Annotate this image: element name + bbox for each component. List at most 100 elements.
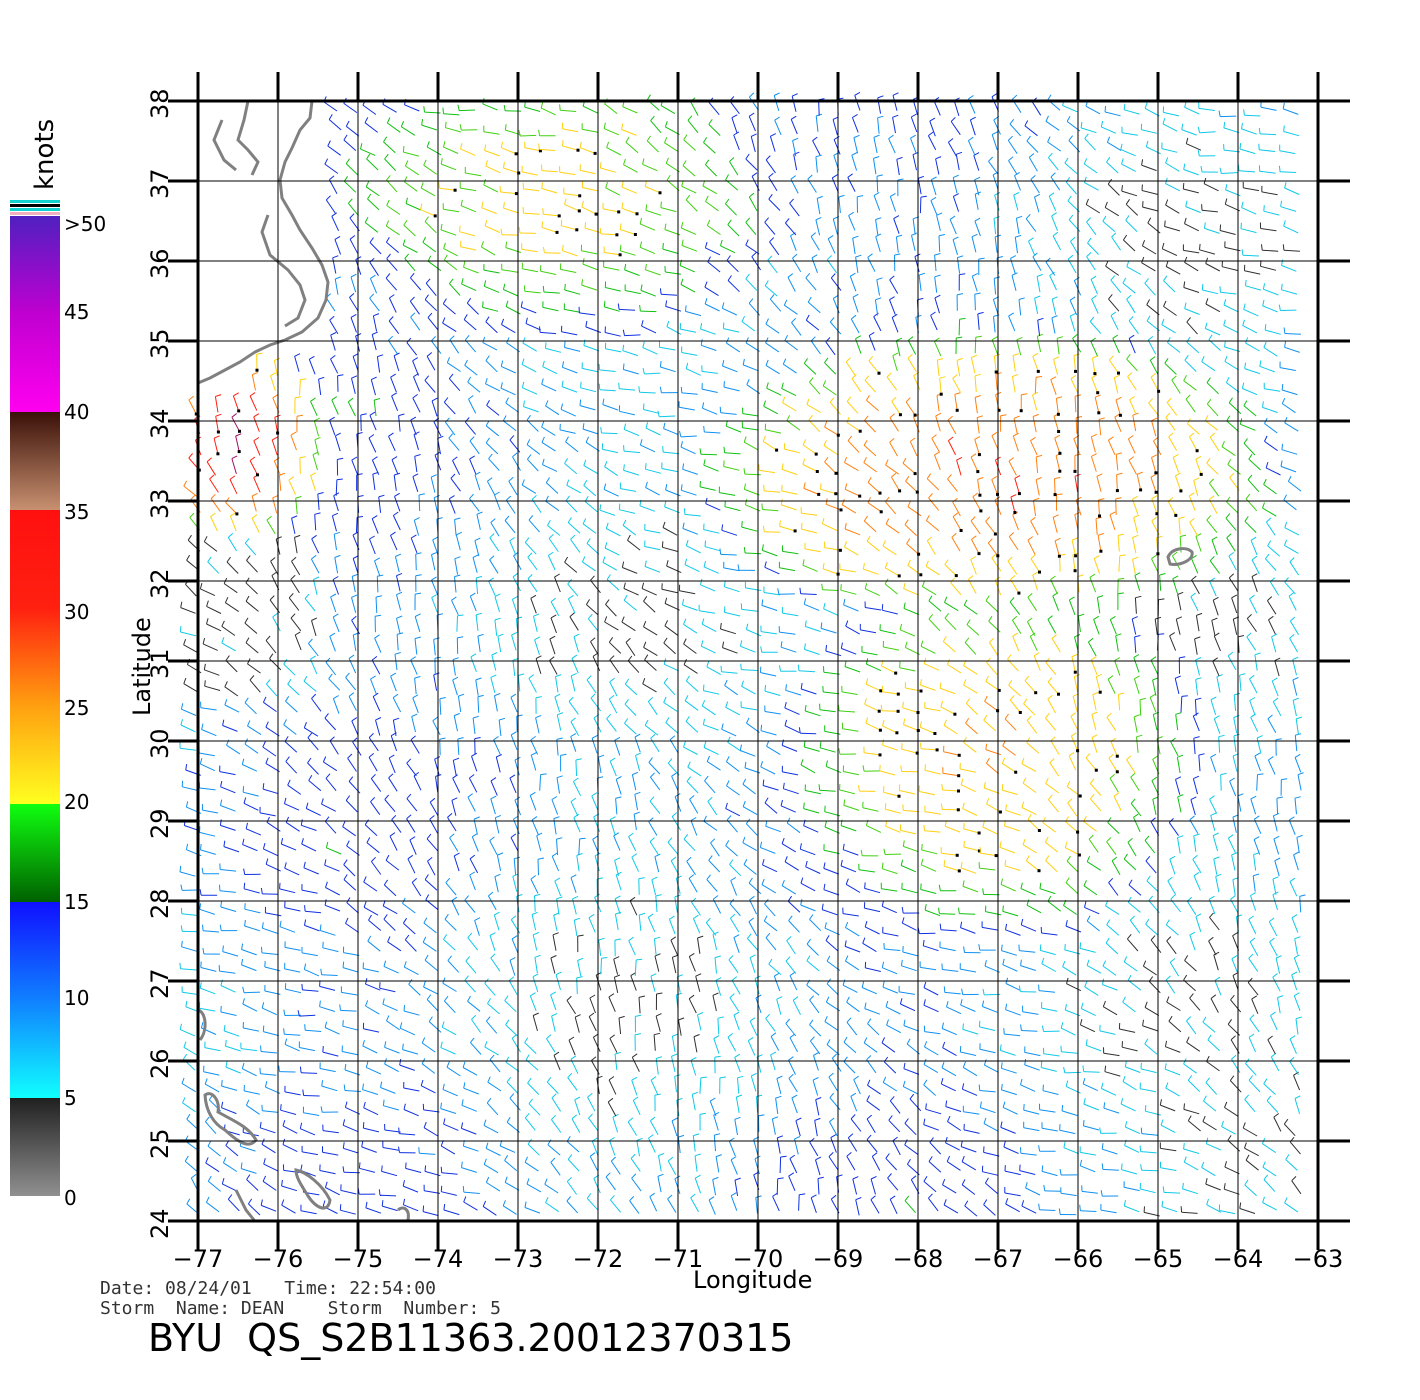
wind-barb — [570, 539, 581, 553]
wind-barb — [1141, 1169, 1158, 1172]
wind-barb — [1177, 796, 1182, 813]
wind-barb — [511, 1038, 521, 1053]
wind-barb — [447, 817, 457, 832]
wind-barb — [542, 366, 558, 375]
wind-barb — [1268, 921, 1278, 937]
wind-barb — [753, 1139, 759, 1156]
wind-barb — [410, 659, 418, 675]
wind-barb — [1243, 405, 1257, 417]
wind-barb-tick — [879, 764, 881, 771]
wind-barb — [567, 583, 579, 597]
wind-barb-tick — [882, 739, 884, 746]
wind-barb — [1122, 1001, 1136, 1013]
wind-barb-tick — [1144, 1038, 1149, 1045]
wind-barb-tick — [688, 994, 695, 1000]
wind-barb-tick — [310, 397, 316, 402]
wind-barb-tick — [798, 727, 801, 734]
wind-barb — [885, 464, 899, 475]
wind-barb — [384, 1046, 400, 1054]
wind-barb-tick — [505, 495, 512, 501]
wind-barb — [1264, 388, 1281, 392]
wind-barb — [1032, 416, 1037, 433]
wind-barb-tick — [548, 533, 554, 539]
wind-barb-tick — [867, 477, 872, 483]
wind-barb — [1050, 740, 1060, 755]
wind-barb-tick — [565, 495, 571, 501]
wind-barb-tick — [725, 756, 730, 762]
wind-barb — [449, 837, 459, 852]
wind-barb — [1012, 435, 1019, 452]
wind-barb — [647, 917, 656, 933]
wind-barb-tick — [1095, 394, 1101, 398]
rain-flag — [1077, 853, 1081, 857]
wind-barb — [788, 1175, 796, 1191]
wind-barb-tick — [452, 774, 458, 779]
wind-barb-tick — [1004, 713, 1010, 720]
wind-barb — [1249, 941, 1259, 957]
wind-barb — [1245, 1159, 1259, 1171]
wind-barb — [243, 888, 260, 894]
wind-barb-tick — [755, 1195, 762, 1198]
wind-barb-tick — [483, 1119, 487, 1126]
wind-barb — [798, 670, 815, 673]
wind-barb — [742, 842, 757, 852]
wind-barb-tick — [1184, 355, 1189, 361]
wind-barb-tick — [1250, 795, 1257, 800]
wind-barb — [225, 1045, 241, 1052]
wind-barb-tick — [339, 1204, 342, 1211]
wind-barb — [456, 615, 458, 632]
wind-barb-tick — [937, 358, 944, 361]
wind-barb — [1088, 838, 1099, 853]
wind-barb — [659, 346, 676, 351]
wind-barb — [494, 494, 501, 511]
wind-barb-tick — [483, 1158, 487, 1165]
wind-barb-tick — [521, 381, 525, 388]
wind-barb-tick — [262, 696, 267, 703]
wind-barb — [371, 518, 379, 534]
wind-barb-tick — [426, 833, 432, 840]
wind-barb-tick — [488, 453, 493, 460]
wind-barb — [722, 365, 738, 373]
wind-barb — [1183, 1063, 1197, 1074]
wind-barb — [1061, 1110, 1078, 1116]
wind-barb — [632, 1100, 641, 1116]
wind-barb-tick — [476, 575, 483, 579]
wind-barb — [383, 884, 397, 897]
wind-barb-tick — [703, 815, 707, 822]
wind-barb — [986, 762, 999, 775]
wind-barb — [547, 555, 556, 571]
wind-barb — [618, 1017, 622, 1035]
rain-flag — [978, 493, 982, 497]
rain-flag — [194, 412, 198, 416]
wind-barb — [800, 882, 816, 892]
wind-barb — [585, 441, 600, 452]
wind-barb-tick — [1253, 873, 1260, 877]
wind-barb — [403, 922, 416, 935]
wind-barb-tick — [510, 731, 517, 736]
wind-barb-tick — [301, 983, 303, 990]
wind-barb-tick — [414, 613, 421, 617]
wind-barb — [1065, 821, 1078, 833]
wind-barb-tick — [1053, 356, 1060, 360]
wind-barb — [1090, 659, 1098, 675]
wind-barb-tick — [929, 1137, 934, 1143]
wind-barb — [697, 937, 701, 954]
wind-barb — [1077, 615, 1081, 632]
wind-barb — [798, 1194, 800, 1211]
wind-barb-tick — [431, 551, 438, 556]
wind-barb — [784, 448, 801, 454]
rain-flag — [1073, 469, 1077, 473]
wind-barb — [352, 634, 357, 651]
wind-barb-tick — [346, 840, 350, 847]
wind-barb — [865, 722, 881, 731]
wind-barb-tick — [377, 354, 384, 358]
wind-barb-tick — [1159, 1099, 1162, 1106]
wind-barb-tick — [1215, 873, 1222, 877]
wind-barb-tick — [1005, 1198, 1009, 1205]
wind-barb-tick — [1172, 453, 1179, 458]
wind-barb-tick — [794, 1136, 801, 1140]
wind-barb — [1226, 537, 1236, 552]
wind-barb-tick — [823, 602, 826, 609]
wind-barb-tick — [804, 620, 807, 627]
wind-barb — [1107, 822, 1120, 834]
